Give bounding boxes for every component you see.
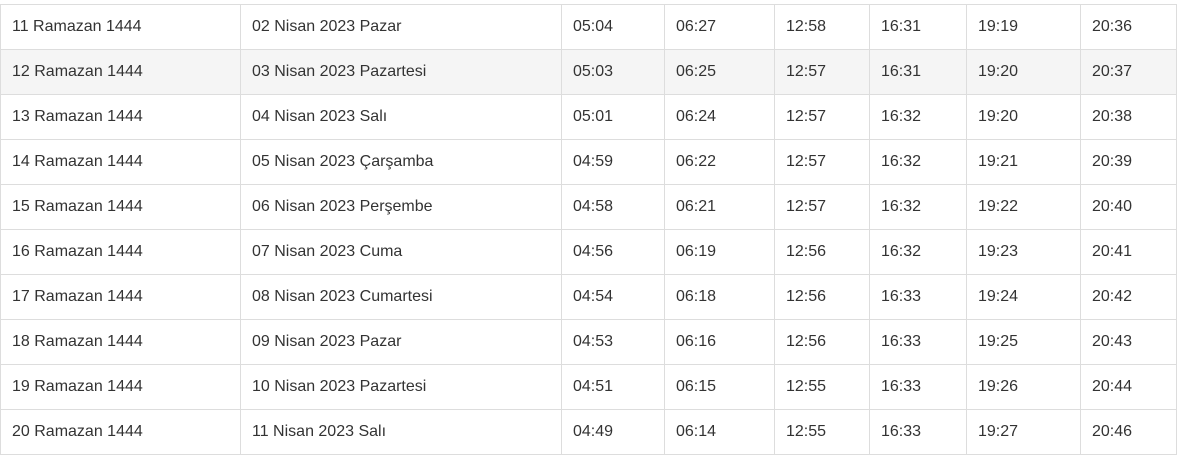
ogle-time-cell: 12:57 <box>774 184 870 230</box>
ogle-time-cell: 12:56 <box>774 274 870 320</box>
hijri-date-cell: 12 Ramazan 1444 <box>0 49 241 95</box>
imsak-time-cell: 05:03 <box>561 49 665 95</box>
yatsi-time-cell: 20:39 <box>1080 139 1177 185</box>
gunes-time-cell: 06:22 <box>664 139 775 185</box>
ogle-time-cell: 12:57 <box>774 49 870 95</box>
imsak-time-cell: 05:01 <box>561 94 665 140</box>
table-row: 15 Ramazan 1444 06 Nisan 2023 Perşembe 04:… <box>0 184 1177 230</box>
yatsi-time-cell: 20:37 <box>1080 49 1177 95</box>
yatsi-time-cell: 20:36 <box>1080 4 1177 50</box>
gregorian-date-cell: 05 Nisan 2023 Çarşamba <box>240 139 562 185</box>
aksam-time-cell: 19:20 <box>966 94 1081 140</box>
imsak-time-cell: 04:56 <box>561 229 665 275</box>
gunes-time-cell: 06:21 <box>664 184 775 230</box>
ikindi-time-cell: 16:32 <box>869 229 967 275</box>
prayer-times-table: 11 Ramazan 1444 02 Nisan 2023 Pazar 05:04 0… <box>0 4 1177 455</box>
aksam-time-cell: 19:20 <box>966 49 1081 95</box>
gunes-time-cell: 06:19 <box>664 229 775 275</box>
imsak-time-cell: 04:54 <box>561 274 665 320</box>
ogle-time-cell: 12:56 <box>774 319 870 365</box>
gregorian-date-cell: 04 Nisan 2023 Salı <box>240 94 562 140</box>
table-row: 16 Ramazan 1444 07 Nisan 2023 Cuma 04:56 06… <box>0 229 1177 275</box>
table-row: 14 Ramazan 1444 05 Nisan 2023 Çarşamba 04:… <box>0 139 1177 185</box>
ikindi-time-cell: 16:31 <box>869 49 967 95</box>
imsak-time-cell: 05:04 <box>561 4 665 50</box>
ogle-time-cell: 12:55 <box>774 364 870 410</box>
aksam-time-cell: 19:22 <box>966 184 1081 230</box>
imsak-time-cell: 04:59 <box>561 139 665 185</box>
gregorian-date-cell: 09 Nisan 2023 Pazar <box>240 319 562 365</box>
hijri-date-cell: 18 Ramazan 1444 <box>0 319 241 365</box>
gregorian-date-cell: 11 Nisan 2023 Salı <box>240 409 562 455</box>
yatsi-time-cell: 20:38 <box>1080 94 1177 140</box>
gregorian-date-cell: 06 Nisan 2023 Perşembe <box>240 184 562 230</box>
yatsi-time-cell: 20:44 <box>1080 364 1177 410</box>
imsak-time-cell: 04:49 <box>561 409 665 455</box>
gunes-time-cell: 06:18 <box>664 274 775 320</box>
gunes-time-cell: 06:15 <box>664 364 775 410</box>
gregorian-date-cell: 08 Nisan 2023 Cumartesi <box>240 274 562 320</box>
hijri-date-cell: 15 Ramazan 1444 <box>0 184 241 230</box>
yatsi-time-cell: 20:40 <box>1080 184 1177 230</box>
ikindi-time-cell: 16:33 <box>869 364 967 410</box>
aksam-time-cell: 19:21 <box>966 139 1081 185</box>
ikindi-time-cell: 16:32 <box>869 94 967 140</box>
ogle-time-cell: 12:57 <box>774 139 870 185</box>
table-row: 13 Ramazan 1444 04 Nisan 2023 Salı 05:01 06… <box>0 94 1177 140</box>
imsak-time-cell: 04:58 <box>561 184 665 230</box>
ikindi-time-cell: 16:33 <box>869 409 967 455</box>
yatsi-time-cell: 20:46 <box>1080 409 1177 455</box>
gunes-time-cell: 06:24 <box>664 94 775 140</box>
hijri-date-cell: 13 Ramazan 1444 <box>0 94 241 140</box>
gregorian-date-cell: 03 Nisan 2023 Pazartesi <box>240 49 562 95</box>
hijri-date-cell: 17 Ramazan 1444 <box>0 274 241 320</box>
gregorian-date-cell: 02 Nisan 2023 Pazar <box>240 4 562 50</box>
hijri-date-cell: 11 Ramazan 1444 <box>0 4 241 50</box>
gunes-time-cell: 06:14 <box>664 409 775 455</box>
imsak-time-cell: 04:53 <box>561 319 665 365</box>
yatsi-time-cell: 20:43 <box>1080 319 1177 365</box>
gunes-time-cell: 06:25 <box>664 49 775 95</box>
ikindi-time-cell: 16:32 <box>869 139 967 185</box>
ikindi-time-cell: 16:33 <box>869 319 967 365</box>
gunes-time-cell: 06:27 <box>664 4 775 50</box>
aksam-time-cell: 19:25 <box>966 319 1081 365</box>
table-row: 11 Ramazan 1444 02 Nisan 2023 Pazar 05:04 0… <box>0 4 1177 50</box>
hijri-date-cell: 19 Ramazan 1444 <box>0 364 241 410</box>
hijri-date-cell: 16 Ramazan 1444 <box>0 229 241 275</box>
hijri-date-cell: 20 Ramazan 1444 <box>0 409 241 455</box>
ikindi-time-cell: 16:33 <box>869 274 967 320</box>
aksam-time-cell: 19:23 <box>966 229 1081 275</box>
hijri-date-cell: 14 Ramazan 1444 <box>0 139 241 185</box>
ikindi-time-cell: 16:32 <box>869 184 967 230</box>
gregorian-date-cell: 07 Nisan 2023 Cuma <box>240 229 562 275</box>
ikindi-time-cell: 16:31 <box>869 4 967 50</box>
ogle-time-cell: 12:57 <box>774 94 870 140</box>
imsak-time-cell: 04:51 <box>561 364 665 410</box>
gunes-time-cell: 06:16 <box>664 319 775 365</box>
aksam-time-cell: 19:26 <box>966 364 1081 410</box>
table-row: 19 Ramazan 1444 10 Nisan 2023 Pazartesi 04… <box>0 364 1177 410</box>
aksam-time-cell: 19:19 <box>966 4 1081 50</box>
yatsi-time-cell: 20:42 <box>1080 274 1177 320</box>
ogle-time-cell: 12:55 <box>774 409 870 455</box>
table-row: 18 Ramazan 1444 09 Nisan 2023 Pazar 04:53 0… <box>0 319 1177 365</box>
table-row: 17 Ramazan 1444 08 Nisan 2023 Cumartesi 04… <box>0 274 1177 320</box>
table-row: 12 Ramazan 1444 03 Nisan 2023 Pazartesi 05… <box>0 49 1177 95</box>
gregorian-date-cell: 10 Nisan 2023 Pazartesi <box>240 364 562 410</box>
ogle-time-cell: 12:58 <box>774 4 870 50</box>
yatsi-time-cell: 20:41 <box>1080 229 1177 275</box>
aksam-time-cell: 19:27 <box>966 409 1081 455</box>
aksam-time-cell: 19:24 <box>966 274 1081 320</box>
table-row: 20 Ramazan 1444 11 Nisan 2023 Salı 04:49 06… <box>0 409 1177 455</box>
ogle-time-cell: 12:56 <box>774 229 870 275</box>
